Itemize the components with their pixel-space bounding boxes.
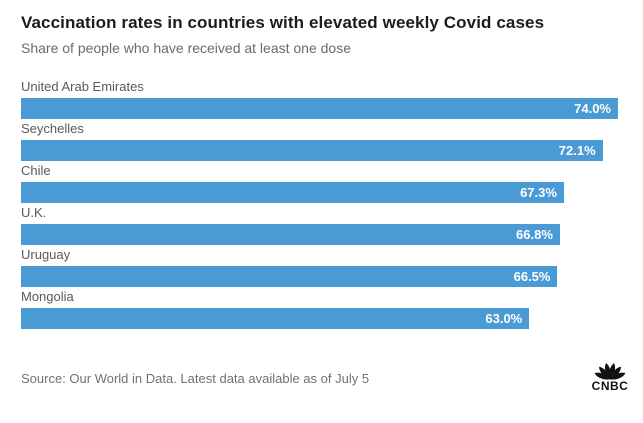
bar-value: 72.1% <box>558 143 596 158</box>
bar-value: 66.8% <box>516 227 553 242</box>
bar-row: Seychelles 72.1% <box>21 122 618 164</box>
bar-row: Chile 67.3% <box>21 164 618 206</box>
bar-value: 74.0% <box>574 101 611 116</box>
bar: 74.0% <box>21 98 618 119</box>
cnbc-logo: CNBC <box>586 351 634 392</box>
bar-label: Mongolia <box>21 289 74 304</box>
bar: 66.8% <box>21 224 560 245</box>
bar-label: United Arab Emirates <box>21 79 144 94</box>
bar: 72.1% <box>21 140 603 161</box>
bar-chart: United Arab Emirates 74.0% Seychelles 72… <box>21 80 618 332</box>
bar-value: 66.5% <box>513 269 551 284</box>
bar-row: United Arab Emirates 74.0% <box>21 80 618 122</box>
bar-label: U.K. <box>21 205 47 220</box>
bar-row: Uruguay 66.5% <box>21 248 618 290</box>
bar: 66.5% <box>21 266 558 287</box>
bar: 63.0% <box>21 308 530 329</box>
peacock-icon <box>594 363 626 380</box>
bar: 67.3% <box>21 182 564 203</box>
bar-label: Uruguay <box>21 247 71 262</box>
chart-title: Vaccination rates in countries with elev… <box>21 13 545 32</box>
bar-label: Seychelles <box>21 121 84 136</box>
chart-subtitle: Share of people who have received at lea… <box>21 40 352 56</box>
source-note: Source: Our World in Data. Latest data a… <box>21 371 370 386</box>
bar-value: 63.0% <box>485 311 523 326</box>
cnbc-logo-text: CNBC <box>591 379 629 393</box>
bar-label: Chile <box>21 163 51 178</box>
bar-row: U.K. 66.8% <box>21 206 618 248</box>
bar-row: Mongolia 63.0% <box>21 290 618 332</box>
bar-value: 67.3% <box>520 185 557 200</box>
